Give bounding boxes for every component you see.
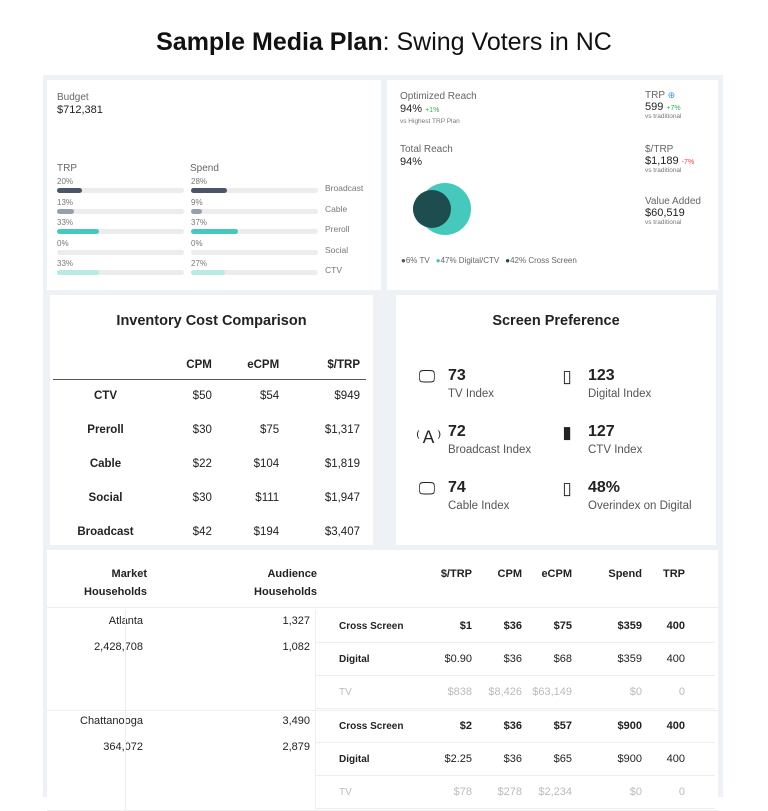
- market-col-header: TRP: [663, 568, 685, 580]
- spend-pct-ctv: 27%: [191, 259, 208, 268]
- trp-bar-cable: [57, 208, 184, 214]
- market-col-header: Spend: [608, 568, 642, 580]
- page-title: Sample Media Plan: Swing Voters in NC: [156, 28, 612, 56]
- screen-index-item: 🖵 74 Cable Index: [416, 479, 510, 512]
- budget-label: Budget: [57, 92, 89, 103]
- trp-pct-cable: 13%: [57, 197, 74, 207]
- kpi-trp: TRP ⊕ 599 +7% vs traditional: [645, 90, 682, 120]
- market-channel-row: Digital $2.25 $36 $65 $900 400: [315, 743, 715, 776]
- trp-header: TRP: [57, 163, 77, 174]
- optimized-reach-delta: +1%: [425, 107, 440, 114]
- market-col-header: eCPM: [541, 568, 572, 580]
- audience-households-header: Audience Households: [254, 568, 317, 598]
- channel-label: Broadcast: [325, 183, 364, 193]
- market-channel-row: TV $838 $8,426 $63,149 $0 0: [315, 676, 715, 709]
- screen-index-item: ▯ 48% Overindex on Digital: [556, 479, 691, 512]
- spend-bar-social: [191, 249, 318, 255]
- reach-legend: ●6% TV ●47% Digital/CTV ●42% Cross Scree…: [401, 256, 577, 265]
- channel-label: Cable: [325, 203, 348, 214]
- trp-pct-ctv: 33%: [57, 259, 74, 268]
- spend-bar-preroll: [191, 229, 318, 234]
- screen-title: Screen Preference: [492, 313, 620, 329]
- budget-value: $712,381: [57, 104, 103, 116]
- venn-cross-screen: [413, 190, 451, 228]
- inventory-title: Inventory Cost Comparison: [116, 313, 307, 329]
- market-channel-row: Cross Screen $1 $36 $75 $359 400: [315, 610, 715, 643]
- spend-header: Spend: [190, 163, 219, 174]
- spend-bar-ctv: [191, 270, 318, 275]
- market-table-card: Market Households Audience Households $/…: [47, 550, 718, 811]
- reach-card: Optimized Reach 94% +1% vs Highest TRP P…: [387, 80, 718, 290]
- market-households: 2,428,708: [94, 641, 143, 653]
- audience-households: 1,327: [282, 615, 310, 627]
- spend-pct-broadcast: 28%: [191, 177, 208, 186]
- trp-pct-broadcast: 20%: [57, 177, 74, 186]
- trp-bar-broadcast: [57, 188, 184, 193]
- trp-bar-preroll: [57, 229, 184, 234]
- market-households: 364,072: [103, 741, 143, 753]
- optimized-reach-sub: vs Highest TRP Plan: [400, 118, 460, 125]
- col-cpm: CPM: [158, 351, 212, 380]
- cable-tv-icon: 🖵: [418, 479, 436, 498]
- audience-households: 1,082: [282, 641, 310, 653]
- audience-households: 3,490: [282, 715, 310, 727]
- market-channel-row: Cross Screen $2 $36 $57 $900 400: [315, 710, 715, 743]
- audience-households: 2,879: [282, 741, 310, 753]
- channel-label: Social: [325, 244, 349, 255]
- smartphone-icon: ▯: [562, 479, 572, 498]
- market-name: Chattanooga: [80, 715, 143, 727]
- screen-index-item: ▯ 123 Digital Index: [556, 367, 651, 400]
- reach-venn-diagram: [413, 183, 471, 235]
- total-reach-label: Total Reach: [400, 144, 453, 155]
- inventory-row: Social $30 $111 $1,947: [88, 492, 360, 504]
- info-icon[interactable]: ⊕: [667, 90, 676, 100]
- tv-icon: 🖵: [418, 367, 436, 386]
- optimized-reach-value: 94%: [400, 103, 423, 115]
- market-households-header: Market Households: [84, 568, 147, 598]
- spend-pct-social: 0%: [191, 238, 203, 248]
- trp-bar-social: [57, 249, 184, 255]
- legend-digital-ctv: ●47% Digital/CTV: [435, 256, 500, 265]
- optimized-reach-label: Optimized Reach: [400, 91, 477, 102]
- kpi-cost-per-trp: $/TRP $1,189 -7% vs traditional: [645, 144, 695, 174]
- kpi-value-added: Value Added $60,519 vs traditional: [645, 196, 701, 226]
- spend-bar-cable: [191, 208, 318, 214]
- legend-cross-screen: ●42% Cross Screen: [505, 256, 577, 265]
- trp-bar-ctv: [57, 270, 184, 275]
- spend-pct-cable: 9%: [191, 197, 203, 207]
- channel-label: Preroll: [325, 224, 350, 234]
- channel-label: CTV: [325, 265, 342, 275]
- screen-index-item: 🖵 73 TV Index: [416, 367, 494, 400]
- market-channel-row: TV $78 $278 $2,234 $0 0: [315, 776, 715, 809]
- trp-pct-preroll: 33%: [57, 218, 74, 227]
- market-col-header: $/TRP: [440, 568, 472, 580]
- legend-tv: ●6% TV: [401, 256, 430, 265]
- inventory-table: CPM eCPM $/TRP CTV $50 $54 $949 Preroll $30 $…: [53, 351, 366, 549]
- screen-index-item: ▮ 127 CTV Index: [556, 423, 642, 456]
- inventory-row: CTV $50 $54 $949: [94, 390, 360, 403]
- market-channel-row: Digital $0.90 $36 $68 $359 400: [315, 643, 715, 676]
- col-cost-per-trp: $/TRP: [279, 351, 366, 380]
- market-name: Atlanta: [108, 615, 143, 627]
- inventory-row: Cable $22 $104 $1,819: [89, 458, 360, 470]
- total-reach-value: 94%: [400, 156, 423, 168]
- spend-bar-broadcast: [191, 188, 318, 193]
- ctv-remote-icon: ▮: [562, 423, 572, 442]
- trp-pct-social: 0%: [57, 238, 69, 248]
- smartphone-icon: ▯: [562, 367, 572, 386]
- screen-preference-card: Screen Preference 🖵 73 TV Index ▯ 123 Digi…: [396, 295, 716, 545]
- inventory-row: Preroll $30 $75 $1,317: [87, 424, 360, 436]
- inventory-cost-card: Inventory Cost Comparison CPM eCPM $/TRP…: [50, 295, 373, 545]
- market-col-header: CPM: [497, 568, 522, 580]
- spend-pct-preroll: 37%: [191, 218, 208, 227]
- col-ecpm: eCPM: [211, 351, 280, 380]
- inventory-row: Broadcast $42 $194 $3,407: [77, 526, 360, 538]
- broadcast-antenna-icon: ⁽Ａ⁾: [416, 428, 442, 447]
- screen-index-item: ⁽Ａ⁾ 72 Broadcast Index: [416, 423, 532, 456]
- budget-card: Budget $712,381 TRP Spend 20% 28% Broadc…: [47, 80, 381, 290]
